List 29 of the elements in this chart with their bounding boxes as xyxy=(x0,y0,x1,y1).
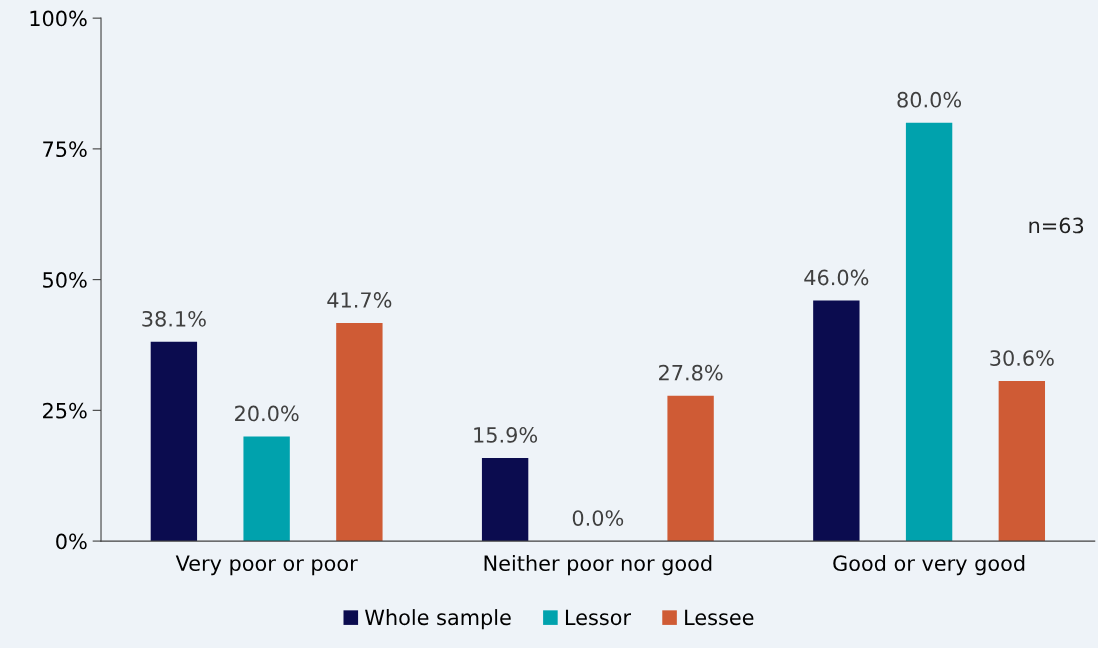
y-tick-label: 50% xyxy=(43,272,87,288)
data-label: 41.7% xyxy=(327,292,392,308)
data-label: 80.0% xyxy=(897,91,962,108)
bar xyxy=(667,395,714,542)
x-tick-label: Very poor or poor xyxy=(175,555,358,576)
annotation: n=63 xyxy=(1029,217,1084,234)
y-tick-label: 0% xyxy=(56,533,87,550)
bar xyxy=(336,323,383,542)
data-label: 38.1% xyxy=(142,310,206,327)
x-tick-label: Neither poor nor good xyxy=(484,554,712,576)
data-label: 46.0% xyxy=(804,269,869,286)
data-label: 15.9% xyxy=(474,427,538,443)
bar xyxy=(905,122,953,542)
x-tick-label: Good or very good xyxy=(833,554,1025,576)
bar xyxy=(998,381,1046,542)
data-label: 27.8% xyxy=(659,364,723,381)
data-label: 0.0% xyxy=(572,510,624,526)
legend-label: Lessee xyxy=(685,609,754,626)
bar xyxy=(481,457,529,542)
legend-label: Whole sample xyxy=(365,609,511,630)
bar xyxy=(243,436,290,542)
y-tick-label: 25% xyxy=(43,402,87,419)
bar xyxy=(813,300,860,542)
data-label: 30.6% xyxy=(990,350,1054,366)
bar xyxy=(150,341,198,542)
legend-label: Lessor xyxy=(565,609,632,626)
y-tick-label: 75% xyxy=(43,141,87,158)
data-label: 20.0% xyxy=(235,405,299,422)
y-tick-label: 100% xyxy=(30,10,87,27)
